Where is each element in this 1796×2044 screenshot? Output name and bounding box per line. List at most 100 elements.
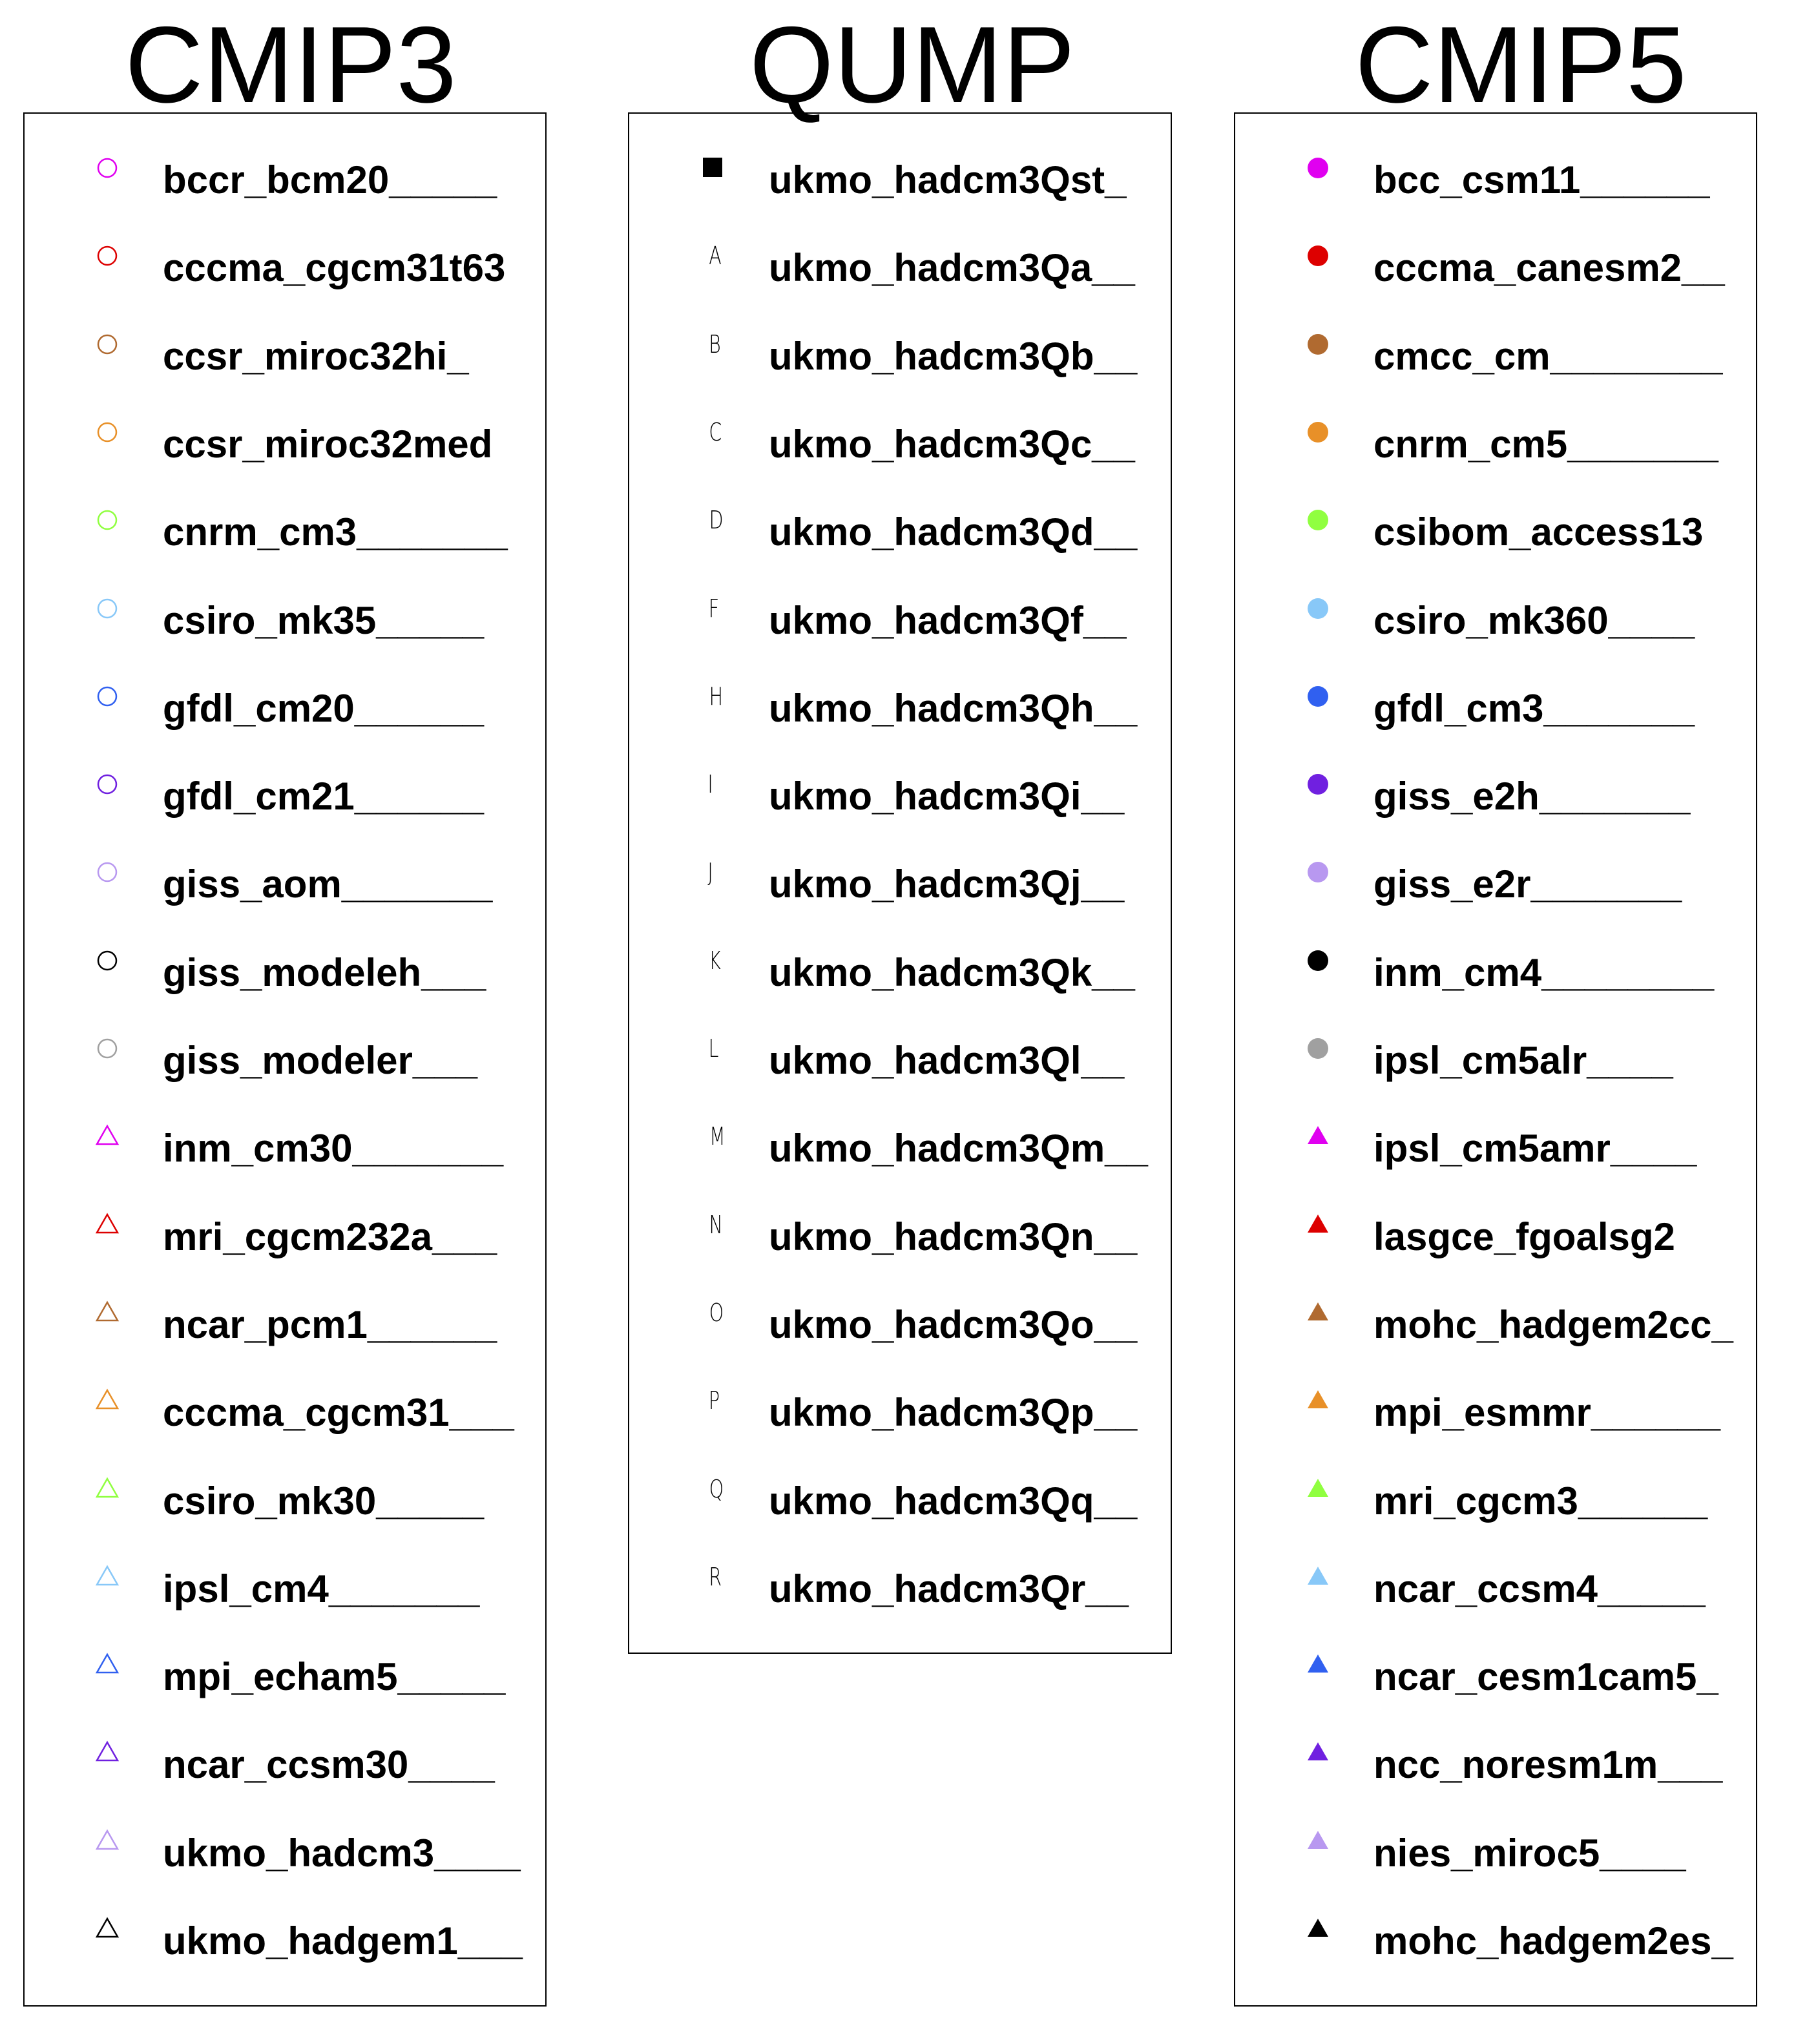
letter-marker-icon: F <box>708 594 720 623</box>
letter-marker-icon: H <box>709 682 724 711</box>
letter-marker-icon: I <box>707 770 713 799</box>
legend-item: ukmo_hadcm3____ <box>25 1829 545 1901</box>
legend-item-label: cmcc_cm________ <box>1373 334 1723 378</box>
legend-item-label: gfdl_cm3_______ <box>1373 686 1695 730</box>
legend-item-label: ipsl_cm5alr____ <box>1373 1039 1673 1082</box>
legend-item-label: cnrm_cm5_______ <box>1373 422 1718 466</box>
letter-marker-icon: R <box>709 1562 722 1591</box>
legend-item: csiro_mk360____ <box>1235 598 1756 668</box>
filled-circle-marker-icon <box>1308 598 1328 619</box>
legend-item-label: ukmo_hadcm3Qa__ <box>769 246 1135 290</box>
legend-item-label: ukmo_hadcm3Qo__ <box>769 1302 1138 1346</box>
open-circle-marker-icon <box>97 774 118 795</box>
open-circle-marker-icon <box>97 334 118 354</box>
filled-circle-marker-icon <box>1308 1038 1328 1059</box>
filled-triangle-marker-icon <box>1308 1478 1328 1497</box>
legend-item-label: bcc_csm11______ <box>1373 158 1710 202</box>
filled-triangle-marker-icon <box>1308 1302 1328 1320</box>
letter-marker-icon: P <box>708 1386 720 1415</box>
legend-item-label: ukmo_hadcm3Qq__ <box>769 1479 1138 1523</box>
legend-item-label: ukmo_hadcm3Qb__ <box>769 334 1138 378</box>
legend-item-label: ukmo_hadcm3Qf__ <box>769 598 1127 642</box>
open-circle-marker-icon <box>97 158 118 178</box>
legend-item-label: ukmo_hadcm3Qi__ <box>769 775 1125 819</box>
legend-item-label: bccr_bcm20_____ <box>163 158 497 202</box>
legend-item: mpi_esmmr______ <box>1235 1390 1756 1460</box>
legend-item: giss_aom_______ <box>25 862 545 932</box>
legend-item-label: inm_cm30_______ <box>163 1127 504 1171</box>
legend-item: giss_e2r_______ <box>1235 862 1756 932</box>
legend-item-label: ukmo_hadgem1___ <box>163 1919 523 1963</box>
filled-triangle-marker-icon <box>1308 1214 1328 1233</box>
legend-item-label: mohc_hadgem2cc_ <box>1373 1302 1733 1346</box>
legend-item-label: ukmo_hadcm3____ <box>163 1831 521 1875</box>
open-circle-marker-icon <box>97 862 118 882</box>
letter-marker-icon: A <box>709 242 722 271</box>
open-triangle-marker-icon <box>95 1653 120 1674</box>
legend-item: giss_e2h_______ <box>1235 774 1756 844</box>
legend-item-label: ukmo_hadcm3Qn__ <box>769 1215 1138 1258</box>
legend-item-label: csiro_mk35_____ <box>163 598 485 642</box>
legend-item-label: cccma_cgcm31t63 <box>163 246 506 290</box>
legend-item-label: ukmo_hadcm3Ql__ <box>769 1039 1125 1082</box>
legend-item-label: mri_cgcm3______ <box>1373 1479 1708 1523</box>
open-circle-marker-icon <box>97 686 118 707</box>
legend-item: ipsl_cm5alr____ <box>1235 1038 1756 1108</box>
legend-item-label: ukmo_hadcm3Qst_ <box>769 158 1127 202</box>
legend-item-label: ipsl_cm4_______ <box>163 1567 480 1611</box>
legend-item: ipsl_cm4_______ <box>25 1565 545 1636</box>
legend-item: mri_cgcm232a___ <box>25 1213 545 1284</box>
filled-triangle-marker-icon <box>1308 1390 1328 1409</box>
legend-item-label: csiro_mk30_____ <box>163 1479 485 1523</box>
legend-item-label: ukmo_hadcm3Qh__ <box>769 686 1138 730</box>
open-triangle-marker-icon <box>95 1829 120 1850</box>
legend-item-label: ccsr_miroc32hi_ <box>163 334 469 378</box>
letter-marker-icon: M <box>709 1122 726 1151</box>
legend-item-label: ukmo_hadcm3Qp__ <box>769 1391 1138 1435</box>
open-triangle-marker-icon <box>95 1476 120 1497</box>
legend-item-label: lasgce_fgoalsg2 <box>1373 1215 1675 1258</box>
legend-item-label: giss_aom_______ <box>163 862 493 906</box>
legend-item-label: mohc_hadgem2es_ <box>1373 1919 1733 1963</box>
legend-item-label: cccma_cgcm31___ <box>163 1391 514 1435</box>
filled-triangle-marker-icon <box>1308 1654 1328 1673</box>
cmip5-title: CMIP5 <box>1355 4 1687 125</box>
open-circle-marker-icon <box>97 1038 118 1059</box>
legend-item: inm_cm30_______ <box>25 1124 545 1196</box>
open-circle-marker-icon <box>97 950 118 970</box>
filled-circle-marker-icon <box>1308 510 1328 531</box>
legend-item-label: csiro_mk360____ <box>1373 598 1695 642</box>
qump-title: QUMP <box>749 4 1075 125</box>
open-triangle-marker-icon <box>95 1565 120 1586</box>
legend-item: ncc_noresm1m___ <box>1235 1742 1756 1812</box>
filled-triangle-marker-icon <box>1308 1742 1328 1761</box>
legend-item: inm_cm4________ <box>1235 950 1756 1020</box>
legend-item-label: ukmo_hadcm3Qr__ <box>769 1567 1129 1611</box>
legend-item-label: ncar_pcm1______ <box>163 1302 497 1346</box>
legend-item: cnrm_cm3_______ <box>25 510 545 579</box>
legend-item-label: cnrm_cm3_______ <box>163 510 508 554</box>
open-circle-marker-icon <box>97 422 118 443</box>
legend-item-label: gfdl_cm21______ <box>163 775 484 819</box>
legend-item-label: giss_e2h_______ <box>1373 775 1691 819</box>
legend-item-label: ukmo_hadcm3Qj__ <box>769 862 1125 906</box>
legend-item-label: mpi_echam5_____ <box>163 1655 506 1699</box>
letter-marker-icon: L <box>708 1034 719 1063</box>
open-triangle-marker-icon <box>95 1213 120 1233</box>
filled-triangle-marker-icon <box>1308 1830 1328 1849</box>
filled-circle-marker-icon <box>1308 421 1328 443</box>
legend-item-label: ncc_noresm1m___ <box>1373 1743 1723 1787</box>
open-triangle-marker-icon <box>95 1124 120 1145</box>
legend-item-label: mpi_esmmr______ <box>1373 1391 1721 1435</box>
filled-triangle-marker-icon <box>1308 1919 1328 1937</box>
letter-marker-icon: K <box>709 946 721 975</box>
